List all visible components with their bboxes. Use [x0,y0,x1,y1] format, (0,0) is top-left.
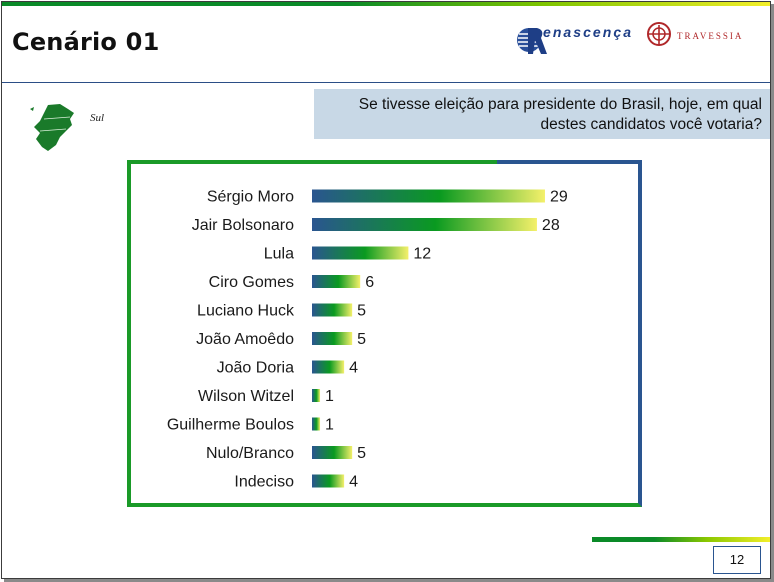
bar [312,474,345,488]
svg-text:enascença: enascença [543,24,631,40]
category-label: Lula [264,246,294,263]
bar [312,303,353,317]
chart-container: Sérgio Moro 29 Jair Bolsonaro 28 Lula 12 Ciro … [127,160,642,507]
bottom-accent-bar [592,537,770,542]
data-label: 1 [325,388,334,405]
data-label: 5 [357,331,366,348]
data-label: 5 [357,445,366,462]
bar [312,189,545,203]
page-title: Cenário 01 [12,28,160,56]
bar [312,360,345,374]
category-label: Sérgio Moro [207,189,294,206]
slide-shadow-bottom [4,579,774,582]
bar-chart: Sérgio Moro 29 Jair Bolsonaro 28 Lula 12 Ciro … [167,189,568,491]
bar [312,275,361,288]
bar [312,389,321,402]
category-label: João Doria [217,360,294,377]
bar [312,218,537,231]
region-label: Sul [90,112,105,124]
category-label: Wilson Witzel [198,388,294,405]
data-label: 5 [357,303,366,320]
bar [312,246,409,260]
data-label: 1 [325,417,334,434]
travessia-logo-text: TRAVESSIA [677,31,743,41]
slide-shadow-right [771,4,774,582]
data-label: 4 [349,360,358,377]
bar [312,332,353,345]
bar [312,417,321,431]
data-label: 28 [542,217,560,234]
category-label: Ciro Gomes [209,274,294,291]
header-divider [2,82,770,83]
page-number: 12 [713,546,761,574]
data-label: 4 [349,474,358,491]
top-accent-bar [2,2,770,6]
bar [312,446,353,459]
renascenca-logo: enascença [517,24,631,54]
brazil-south-map-icon [30,104,74,151]
travessia-logo: TRAVESSIA [647,22,743,46]
chart-border-green-top [127,160,497,164]
category-label: Indeciso [234,474,294,491]
category-label: Nulo/Branco [206,445,294,462]
survey-question: Se tivesse eleição para presidente do Br… [314,89,770,139]
data-label: 6 [365,274,374,291]
category-label: Luciano Huck [197,303,295,320]
data-label: 29 [550,189,568,206]
data-label: 12 [413,246,431,263]
category-label: Guilherme Boulos [167,417,294,434]
category-label: João Amoêdo [196,331,294,348]
category-label: Jair Bolsonaro [192,217,294,234]
